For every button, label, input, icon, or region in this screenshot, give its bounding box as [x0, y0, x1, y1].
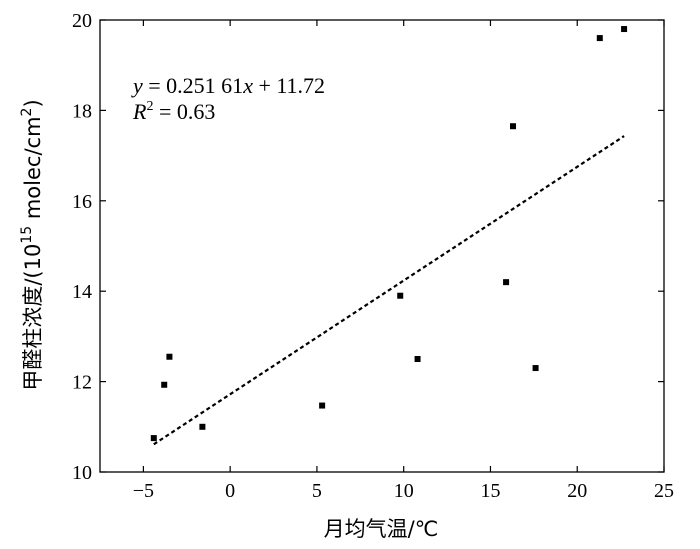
x-tick-label: 5	[312, 480, 322, 502]
trendline-group	[153, 135, 625, 446]
data-point	[596, 35, 603, 42]
x-axis-title: 月均气温/℃	[324, 517, 439, 541]
data-point	[319, 402, 326, 409]
y-tick-label: 14	[72, 281, 92, 303]
data-point	[503, 279, 510, 286]
data-point	[161, 381, 168, 388]
y-ticks: 10 12 14 16 18 20	[72, 10, 664, 484]
y-axis-title: 甲醛柱浓度/(1015 molec/cm2)	[19, 99, 45, 390]
data-point	[510, 123, 517, 130]
x-tick-label: −5	[133, 480, 154, 502]
regression-trendline	[153, 135, 625, 446]
x-tick-label: 15	[480, 480, 500, 502]
r-squared-label: R2 = 0.63	[132, 99, 215, 124]
y-tick-label: 10	[72, 462, 92, 484]
x-tick-label: 20	[567, 480, 587, 502]
data-point	[166, 353, 173, 360]
data-point	[414, 356, 421, 362]
data-point	[199, 423, 206, 430]
regression-equation: y = 0.251 61x + 11.72	[131, 73, 325, 98]
y-tick-label: 12	[72, 372, 92, 394]
data-point	[397, 292, 404, 299]
x-tick-label: 25	[654, 480, 674, 502]
y-tick-label: 18	[72, 100, 92, 122]
data-point	[150, 435, 157, 442]
x-tick-label: 0	[225, 480, 235, 502]
data-point	[532, 365, 539, 372]
y-tick-label: 20	[72, 10, 92, 32]
x-ticks: −5 0 5 10 15 20 25	[133, 20, 674, 502]
plot-frame	[99, 19, 665, 473]
data-points	[150, 26, 628, 442]
x-tick-label: 10	[394, 480, 414, 502]
data-point	[621, 26, 628, 33]
axes	[99, 19, 665, 473]
y-tick-label: 16	[72, 191, 92, 213]
